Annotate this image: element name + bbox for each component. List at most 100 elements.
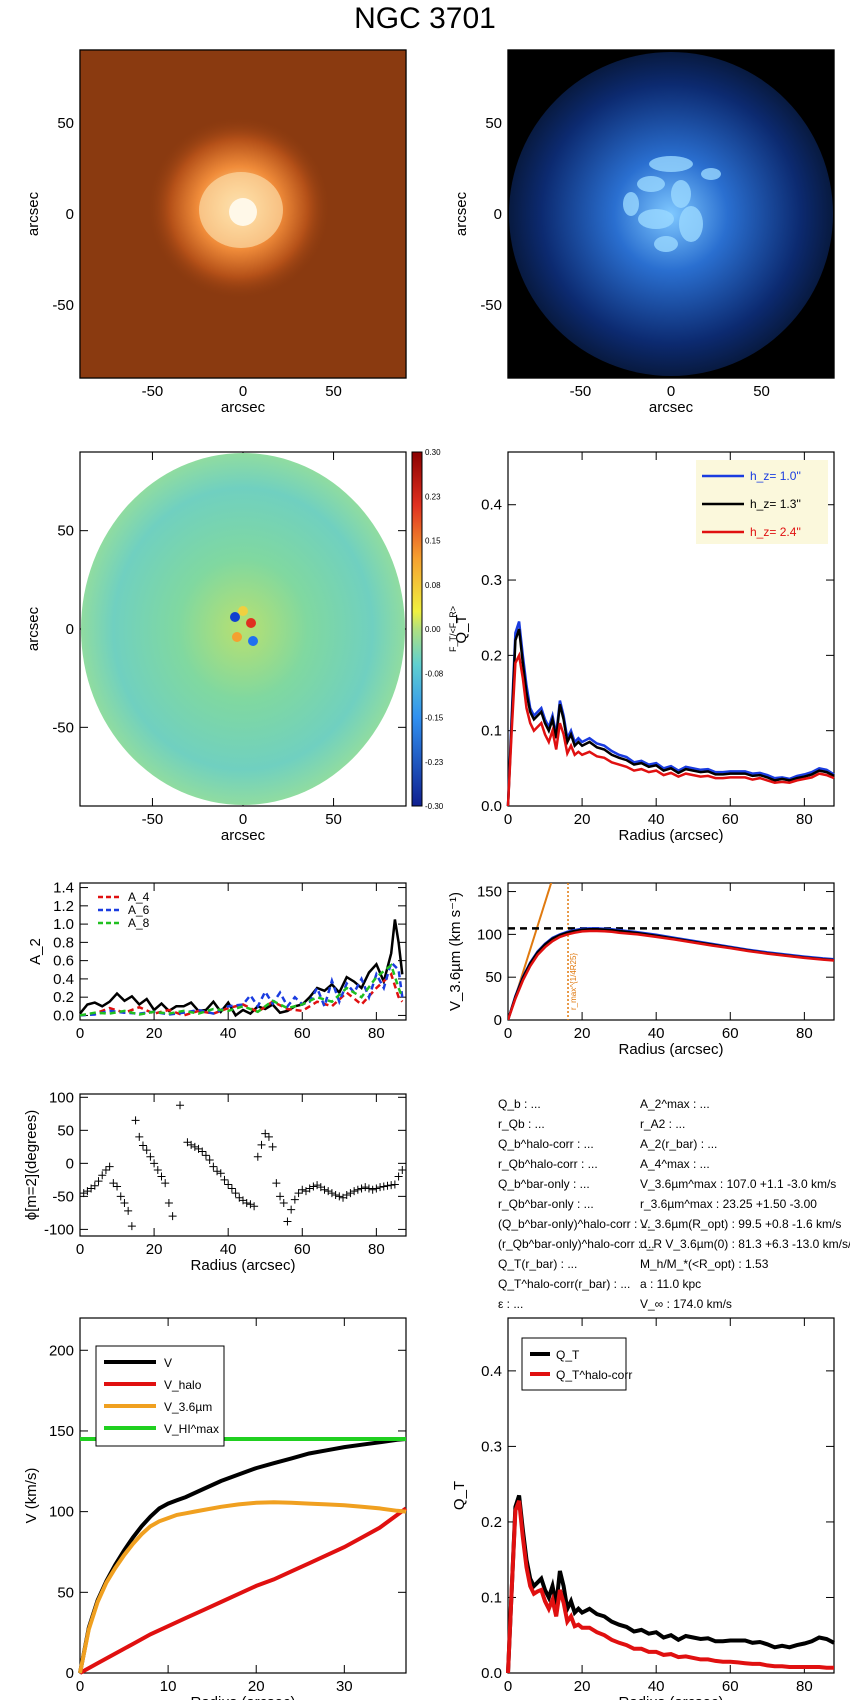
y-tick-label: 50 <box>485 969 502 986</box>
phase-point <box>213 1167 222 1176</box>
colorbar-tick-label: -0.15 <box>425 714 444 723</box>
phase-point <box>324 1187 333 1196</box>
qt-series-line <box>506 651 835 807</box>
phase-point <box>164 1198 173 1207</box>
param-a2max: A_2^max : ... <box>640 1097 710 1111</box>
x-tick-label: 40 <box>648 1025 665 1042</box>
x-tick-label: 0 <box>504 811 512 828</box>
image-frame <box>79 49 407 379</box>
phase-point <box>205 1156 214 1165</box>
phase-point <box>246 1200 255 1209</box>
y-tick-label: -50 <box>480 297 502 314</box>
y-tick-label: 0 <box>494 206 502 223</box>
qt-series-line <box>506 628 835 807</box>
force-map-spot <box>238 606 248 616</box>
x-axis-label: arcsec <box>221 827 266 844</box>
residual-blob <box>679 206 703 242</box>
y-tick-label: 1.2 <box>53 898 74 915</box>
colorbar-tick-label: 0.00 <box>425 625 441 634</box>
x-tick-label: 20 <box>574 1678 591 1695</box>
param-rqb-bar-halo: (r_Qb^bar-only)^halo-corr : ... <box>498 1237 655 1251</box>
phase-point <box>383 1181 392 1190</box>
param-ra2: r_A2 : ... <box>640 1117 686 1131</box>
legend-label: h_z= 1.0'' <box>750 469 801 483</box>
phase-point <box>220 1175 229 1184</box>
x-axis-label: arcsec <box>649 399 694 416</box>
phase-point <box>309 1182 318 1191</box>
residual-blob <box>637 176 665 192</box>
x-tick-label: 0 <box>667 383 675 400</box>
x-tick-label: 80 <box>368 1025 385 1042</box>
legend-label: Q_T^halo-corr <box>556 1368 632 1382</box>
x-axis-label: Radius (arcsec) <box>190 1257 295 1274</box>
qt-series-line <box>506 1500 834 1674</box>
fourier-amplitudes-axes: 0 20 40 60 80 0.00.20.40.6 0.81.01.21.4 A_2 <box>27 880 407 1042</box>
component-curve <box>79 1506 408 1675</box>
phase-point <box>168 1212 177 1221</box>
param-epsilon: ε : ... <box>498 1297 524 1311</box>
rmax-label: r_max^{1/4R25} <box>569 953 578 1010</box>
rotation-components-axes: 0 10 20 30 0 50 100 150 200 Radius (arcsec) V (km/… <box>23 1317 407 1700</box>
qt-series-line <box>506 621 835 807</box>
y-tick-label: -50 <box>52 719 74 736</box>
y-tick-label: -50 <box>52 297 74 314</box>
component-curve <box>78 1437 407 1674</box>
phase-point <box>146 1152 155 1161</box>
y-tick-label: 50 <box>57 1584 74 1601</box>
phase-point <box>150 1159 159 1168</box>
qt-halo-corr-axes: 0 20 40 60 80 0.0 0.1 0.2 0.3 0.4 Radius (arcsec) Q… <box>451 1317 835 1700</box>
y-tick-label: 100 <box>49 1504 74 1521</box>
param-vinf: V_∞ : 174.0 km/s <box>640 1297 732 1311</box>
component-curve <box>78 1500 407 1674</box>
y-tick-label: 0.2 <box>53 989 74 1006</box>
y-tick-label: 100 <box>477 926 502 943</box>
y-tick-label: 0.3 <box>481 572 502 589</box>
velocity-curve <box>508 929 834 1020</box>
y-tick-label: 0.2 <box>481 647 502 664</box>
phase-point <box>98 1171 107 1180</box>
x-tick-label: 50 <box>325 383 342 400</box>
param-qt-halo-rbar: Q_T^halo-corr(r_bar) : ... <box>498 1277 631 1291</box>
phase-point <box>357 1184 366 1193</box>
y-tick-label: 0.0 <box>481 1665 502 1682</box>
parameters-right: A_2^max : ... r_A2 : ... A_2(r_bar) : ..… <box>640 1094 850 1314</box>
phase-point <box>216 1169 225 1178</box>
phase-point <box>335 1192 344 1201</box>
phase-point <box>276 1192 285 1201</box>
y-axis-label: V_3.6µm (km s⁻¹) <box>447 892 464 1011</box>
y-tick-label: 100 <box>49 1089 74 1106</box>
phase-point <box>79 1189 88 1198</box>
y-axis-label: arcsec <box>25 191 42 236</box>
phase-point <box>157 1172 166 1181</box>
force-map-spot <box>248 636 258 646</box>
phase-point <box>131 1116 140 1125</box>
parameters-left: Q_b : ... r_Qb : ... Q_b^halo-corr : ...… <box>498 1094 655 1314</box>
phase-point <box>101 1165 110 1174</box>
page-title: NGC 3701 <box>354 2 496 35</box>
force-map-spot <box>232 632 242 642</box>
legend-box <box>521 1337 627 1391</box>
image-3.6um-axes: -50 0 50 50 0 -50 arcsec arcsec <box>25 49 407 416</box>
y-tick-label: 0 <box>66 1665 74 1682</box>
param-qb-bar: Q_b^bar-only : ... <box>498 1177 590 1191</box>
legend-label: V_halo <box>164 1378 202 1392</box>
x-tick-label: 0 <box>76 1241 84 1258</box>
galaxy-core <box>229 198 257 226</box>
param-drv: d_R V_3.6µm(0) : 81.3 +6.3 -13.0 km/s/kp… <box>640 1237 850 1251</box>
y-tick-label: 1.4 <box>53 880 74 897</box>
velocity-curve <box>508 927 834 1020</box>
phase-point <box>346 1189 355 1198</box>
phase-point <box>261 1129 270 1138</box>
x-tick-label: 60 <box>722 811 739 828</box>
y-axis-label: arcsec <box>25 606 42 651</box>
y-axis-label: Q_T <box>451 1481 468 1510</box>
y-axis-label: ϕ[m=2](degrees) <box>23 1110 40 1221</box>
phase-point <box>364 1184 373 1193</box>
y-tick-label: 50 <box>57 523 74 540</box>
residual-blob <box>671 180 691 208</box>
residual-blob <box>701 168 721 180</box>
phase-point <box>298 1185 307 1194</box>
legend-label: V_3.6µm <box>164 1400 212 1414</box>
x-tick-label: 20 <box>574 1025 591 1042</box>
